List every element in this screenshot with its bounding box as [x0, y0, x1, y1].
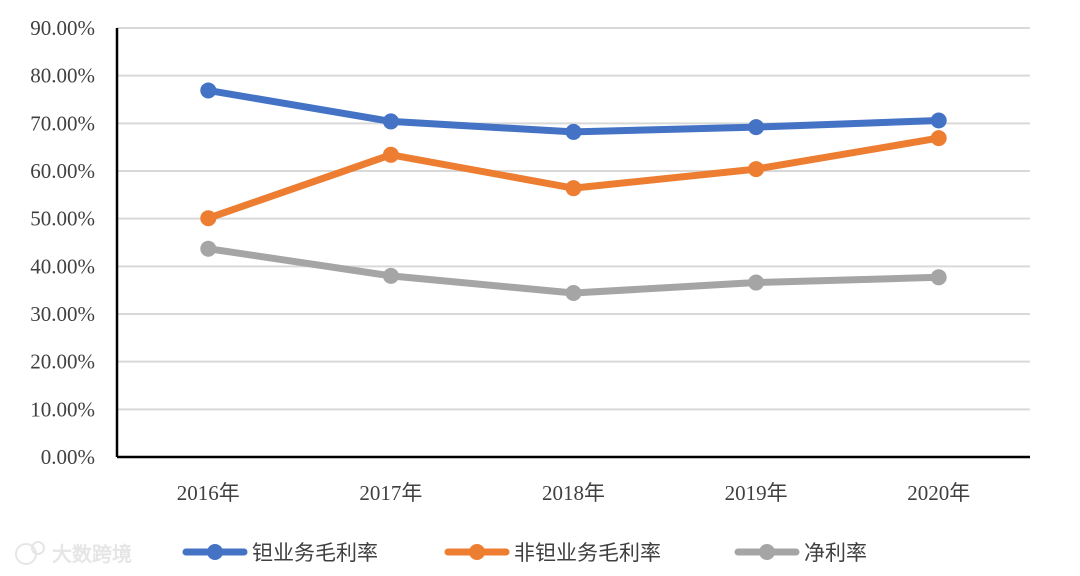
- legend-marker: [469, 544, 485, 560]
- y-axis-tick-labels: 0.00% 10.00% 20.00% 30.00% 40.00% 50.00% 60.00…: [30, 16, 95, 469]
- x-tick-label: 2017年: [359, 481, 422, 505]
- data-point: [200, 82, 217, 99]
- legend-item-2: 非钽业务毛利率: [444, 541, 661, 565]
- legend: 钽业务毛利率 非钽业务毛利率 净利率: [182, 541, 867, 565]
- legend-label: 钽业务毛利率: [252, 541, 378, 565]
- series-lines: [200, 82, 947, 302]
- legend-marker: [207, 544, 223, 560]
- axes: [115, 28, 1030, 459]
- y-tick-label: 80.00%: [30, 64, 95, 88]
- y-tick-label: 90.00%: [30, 16, 95, 40]
- y-tick-label: 60.00%: [30, 159, 95, 183]
- legend-item-3: 净利率: [734, 541, 867, 565]
- series-3: [200, 240, 947, 302]
- legend-item-1: 钽业务毛利率: [182, 541, 378, 565]
- data-point: [565, 285, 582, 302]
- legend-marker: [759, 544, 775, 560]
- data-point: [200, 210, 217, 227]
- data-point: [382, 146, 399, 163]
- watermark-text: 大数跨境: [52, 542, 132, 566]
- x-tick-label: 2019年: [725, 481, 788, 505]
- x-tick-label: 2020年: [907, 481, 970, 505]
- legend-label: 净利率: [804, 541, 867, 565]
- data-point: [748, 119, 765, 136]
- data-point: [565, 180, 582, 197]
- legend-label: 非钽业务毛利率: [514, 541, 661, 565]
- x-tick-label: 2016年: [177, 481, 240, 505]
- y-tick-label: 50.00%: [30, 207, 95, 231]
- y-tick-label: 10.00%: [30, 397, 95, 421]
- y-tick-label: 40.00%: [30, 254, 95, 278]
- y-tick-label: 70.00%: [30, 111, 95, 135]
- data-point: [565, 123, 582, 140]
- x-axis-tick-labels: 2016年 2017年 2018年 2019年 2020年: [177, 481, 970, 505]
- y-tick-label: 20.00%: [30, 350, 95, 374]
- data-point: [748, 274, 765, 291]
- data-point: [748, 161, 765, 178]
- y-tick-label: 30.00%: [30, 302, 95, 326]
- y-tick-label: 0.00%: [41, 445, 95, 469]
- data-point: [930, 112, 947, 129]
- data-point: [382, 267, 399, 284]
- data-point: [930, 130, 947, 147]
- watermark-logo-icon: [15, 541, 45, 565]
- data-point: [382, 113, 399, 130]
- series-1: [200, 82, 947, 140]
- x-tick-label: 2018年: [542, 481, 605, 505]
- series-line: [204, 134, 943, 222]
- data-point: [200, 240, 217, 257]
- gridlines: [117, 27, 1030, 411]
- series-2: [200, 130, 947, 227]
- data-point: [930, 269, 947, 286]
- watermark: 大数跨境: [15, 541, 132, 566]
